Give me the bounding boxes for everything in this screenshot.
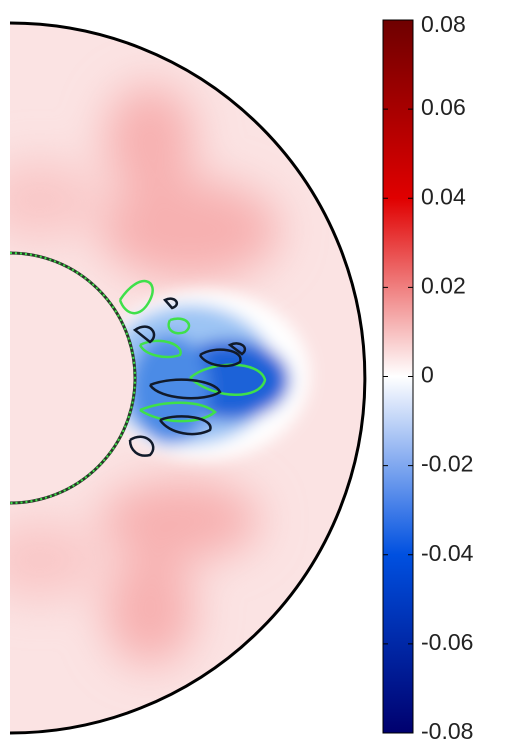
tick-label: 0 xyxy=(421,362,434,388)
tick-label: 0.06 xyxy=(421,94,466,120)
contours xyxy=(118,279,267,457)
tick-label: -0.04 xyxy=(421,540,474,566)
colorbar-frame xyxy=(382,19,414,734)
tick-label: 0.04 xyxy=(421,183,466,209)
tick-label: -0.02 xyxy=(421,451,473,477)
field xyxy=(10,23,365,733)
tick-label: -0.06 xyxy=(421,629,473,655)
tick-label: 0.02 xyxy=(421,272,466,298)
tick-label: 0.08 xyxy=(421,11,466,37)
tick-label: -0.08 xyxy=(421,718,473,744)
outer-boundary xyxy=(9,21,367,735)
